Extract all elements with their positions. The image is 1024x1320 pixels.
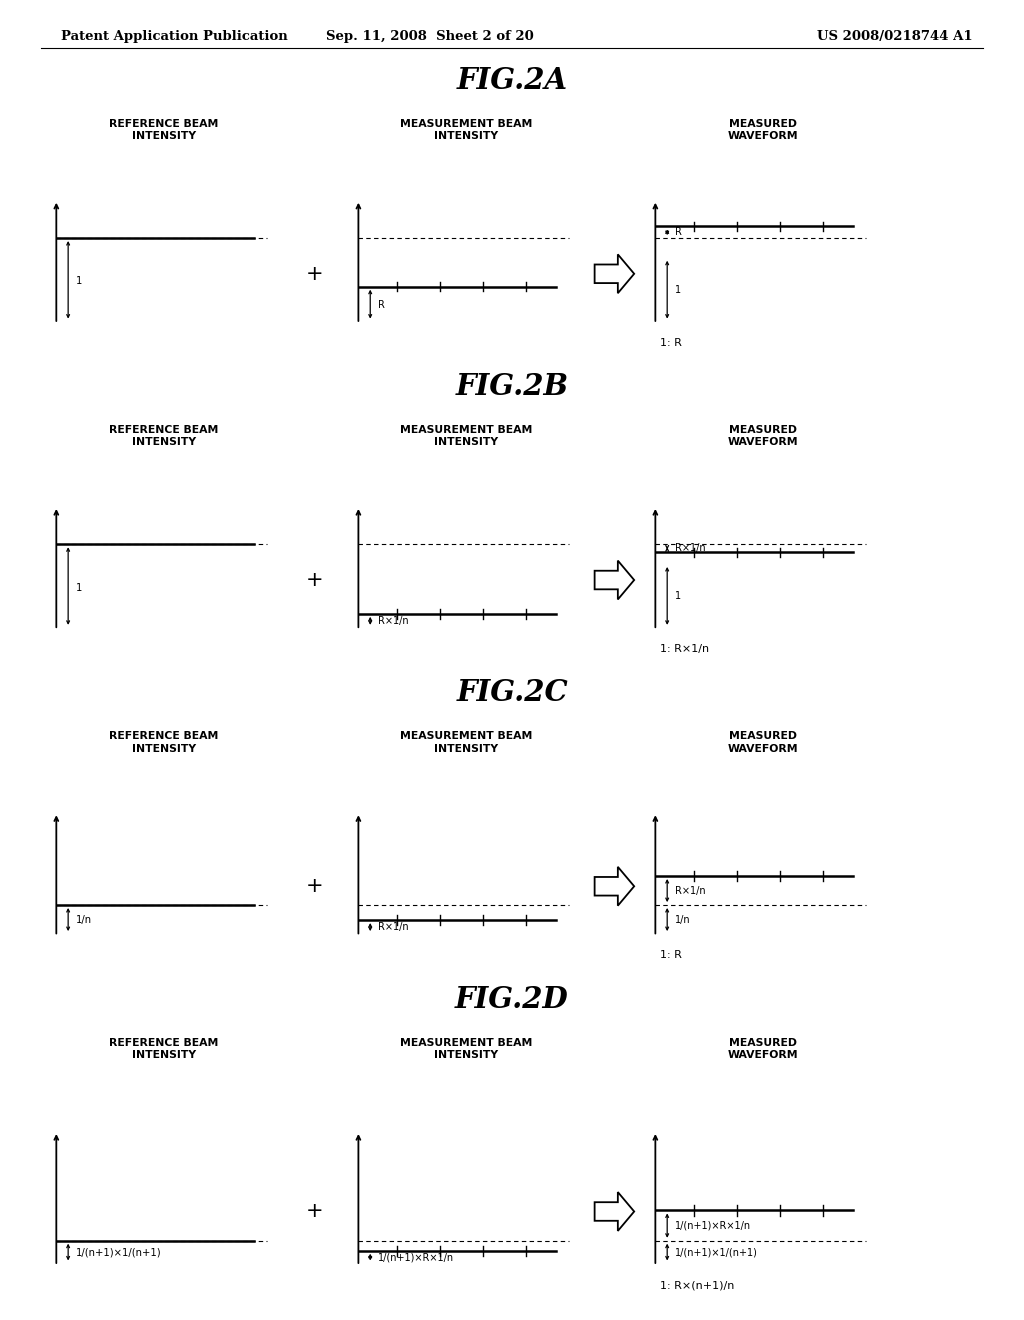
Text: +: + <box>306 264 324 284</box>
Text: 1: R: 1: R <box>660 950 682 961</box>
Text: MEASUREMENT BEAM
INTENSITY: MEASUREMENT BEAM INTENSITY <box>399 425 532 447</box>
Text: 1/(n+1)×1/(n+1): 1/(n+1)×1/(n+1) <box>76 1247 162 1258</box>
Text: MEASURED
WAVEFORM: MEASURED WAVEFORM <box>728 1038 798 1060</box>
Text: 1/n: 1/n <box>675 915 690 924</box>
Text: REFERENCE BEAM
INTENSITY: REFERENCE BEAM INTENSITY <box>110 119 218 141</box>
Text: Sep. 11, 2008  Sheet 2 of 20: Sep. 11, 2008 Sheet 2 of 20 <box>327 30 534 44</box>
Text: R×1/n: R×1/n <box>378 923 409 932</box>
Text: FIG.2D: FIG.2D <box>455 985 569 1014</box>
Text: FIG.2B: FIG.2B <box>456 372 568 401</box>
Text: MEASURED
WAVEFORM: MEASURED WAVEFORM <box>728 731 798 754</box>
Text: REFERENCE BEAM
INTENSITY: REFERENCE BEAM INTENSITY <box>110 731 218 754</box>
Text: MEASUREMENT BEAM
INTENSITY: MEASUREMENT BEAM INTENSITY <box>399 731 532 754</box>
Text: 1/(n+1)×R×1/n: 1/(n+1)×R×1/n <box>675 1221 751 1230</box>
Text: R: R <box>378 300 385 310</box>
Text: +: + <box>306 570 324 590</box>
Text: REFERENCE BEAM
INTENSITY: REFERENCE BEAM INTENSITY <box>110 1038 218 1060</box>
Text: 1/n: 1/n <box>76 915 92 925</box>
Text: MEASUREMENT BEAM
INTENSITY: MEASUREMENT BEAM INTENSITY <box>399 119 532 141</box>
Text: FIG.2A: FIG.2A <box>457 66 567 95</box>
Text: MEASURED
WAVEFORM: MEASURED WAVEFORM <box>728 425 798 447</box>
Text: 1: 1 <box>675 285 681 294</box>
Text: R×1/n: R×1/n <box>378 616 409 626</box>
Text: 1: R×(n+1)/n: 1: R×(n+1)/n <box>660 1280 735 1290</box>
Text: US 2008/0218744 A1: US 2008/0218744 A1 <box>817 30 973 44</box>
Text: FIG.2C: FIG.2C <box>456 678 568 708</box>
Text: MEASURED
WAVEFORM: MEASURED WAVEFORM <box>728 119 798 141</box>
Text: MEASUREMENT BEAM
INTENSITY: MEASUREMENT BEAM INTENSITY <box>399 1038 532 1060</box>
Text: 1: 1 <box>675 591 681 601</box>
Text: R×1/n: R×1/n <box>675 544 706 553</box>
Text: R×1/n: R×1/n <box>675 886 706 895</box>
Text: 1: R: 1: R <box>660 338 682 348</box>
Text: 1: 1 <box>76 582 82 593</box>
Text: +: + <box>306 1201 324 1221</box>
Text: 1: R×1/n: 1: R×1/n <box>660 644 710 655</box>
Text: R: R <box>675 227 682 238</box>
Text: 1/(n+1)×1/(n+1): 1/(n+1)×1/(n+1) <box>675 1247 758 1257</box>
Text: 1: 1 <box>76 276 82 286</box>
Text: REFERENCE BEAM
INTENSITY: REFERENCE BEAM INTENSITY <box>110 425 218 447</box>
Text: 1/(n+1)×R×1/n: 1/(n+1)×R×1/n <box>378 1253 454 1262</box>
Text: Patent Application Publication: Patent Application Publication <box>61 30 288 44</box>
Text: +: + <box>306 876 324 896</box>
